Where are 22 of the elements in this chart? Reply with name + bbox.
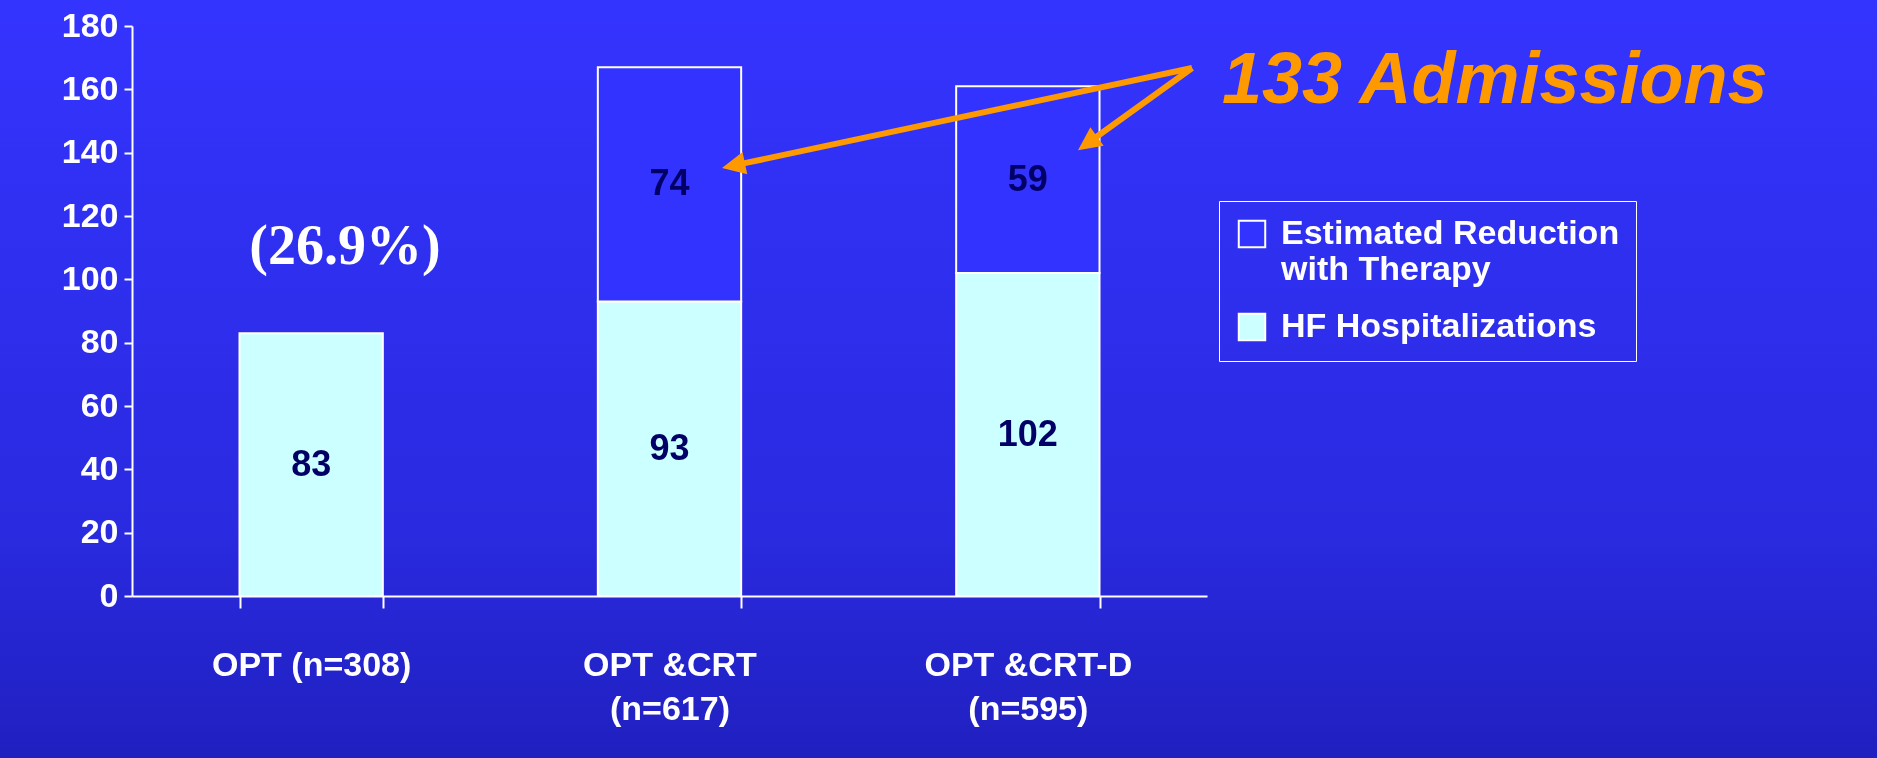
y-tick-label: 180 [61,5,119,44]
y-tick-label: 120 [61,195,119,234]
data-label: 93 [649,426,690,468]
y-tick-label: 60 [80,385,119,424]
x-tick-label: OPT (n=308) [211,644,412,683]
y-tick-label: 0 [99,575,119,614]
data-label: 83 [291,442,332,484]
y-tick-label: 100 [61,258,119,297]
data-label: 102 [997,412,1058,454]
annotation: 133 Admissions [1222,37,1768,119]
y-tick-label: 20 [80,512,119,551]
annotation: (26.9%) [249,213,441,277]
y-tick-label: 40 [80,448,119,487]
y-tick-label: 140 [61,132,119,171]
data-label: 59 [1007,157,1048,199]
legend-label: HF Hospitalizations [1281,306,1597,344]
x-tick-label: OPT &CRT-D (n=595) [924,644,1133,727]
y-tick-label: 80 [80,322,119,361]
data-label: 74 [649,162,690,204]
x-tick-label: OPT &CRT (n=617) [583,644,758,727]
y-tick-label: 160 [61,68,119,107]
legend-label: Estimated Reduction with Therapy [1280,213,1620,287]
